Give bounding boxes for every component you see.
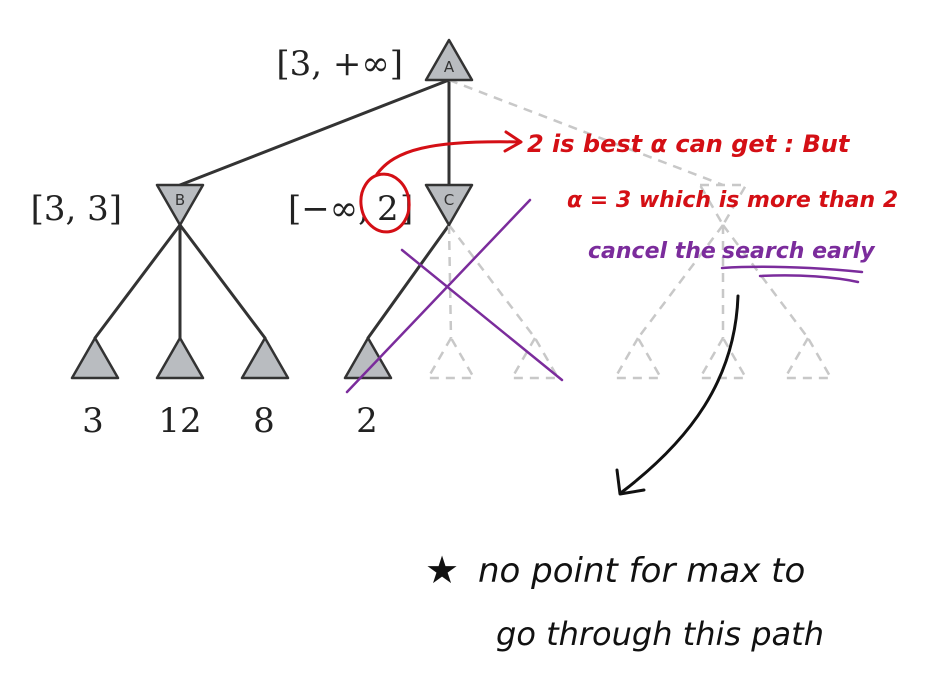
pruned-edge-a-d <box>448 78 724 187</box>
red-note-line2: α = 3 which is more than 2 <box>567 188 898 213</box>
pruned-edge-d-leaf9 <box>722 224 809 339</box>
node-b-label: B <box>175 191 185 209</box>
node-b: B <box>155 183 205 227</box>
red-arrow-curve <box>375 140 522 176</box>
purple-note-underlined: search early <box>722 239 876 264</box>
red-annotation <box>359 130 523 234</box>
edge-b-leaf3 <box>178 223 267 340</box>
explored-edges <box>93 78 451 340</box>
leaf-value-3: 8 <box>253 401 275 441</box>
black-note-line2: go through this path <box>496 615 824 653</box>
purple-slash-1 <box>345 198 532 394</box>
node-a: A <box>424 38 474 82</box>
edge-b-leaf1 <box>93 223 182 340</box>
purple-underline-stroke-1 <box>720 265 864 274</box>
purple-note-prefix: cancel the <box>588 239 716 264</box>
pruned-branches <box>425 78 834 380</box>
leaf-nodes <box>70 336 393 380</box>
node-b-bounds: [3, 3] <box>31 189 122 229</box>
leaf-value-2: 12 <box>158 401 201 441</box>
red-arrow-head <box>503 130 523 153</box>
pruned-leaf-5 <box>425 335 477 380</box>
pruned-edge-d-leaf7 <box>637 224 724 339</box>
leaf-values: 3 12 8 2 <box>82 401 378 441</box>
pruned-leaf-8 <box>697 335 749 380</box>
purple-slash-2 <box>400 248 564 382</box>
node-c-label: C <box>444 191 454 209</box>
black-arrow-curve <box>620 294 740 494</box>
edge-c-leaf4 <box>366 223 451 340</box>
star-icon: ★ <box>425 548 459 592</box>
leaf-triangle-3 <box>240 336 290 380</box>
leaf-triangle-4 <box>343 336 393 380</box>
red-note-line1: 2 is best α can get : But <box>527 130 851 158</box>
pruned-edge-c-leaf5 <box>447 224 453 339</box>
pruned-leaf-9 <box>782 335 834 380</box>
black-note-line1: no point for max to <box>478 551 805 591</box>
node-c: C <box>424 183 474 227</box>
node-a-bounds: [3, +∞] <box>276 44 403 84</box>
purple-underline <box>720 265 864 284</box>
min-node-triangle <box>155 183 205 227</box>
leaf-value-4: 2 <box>356 401 378 441</box>
leaf-triangle-1 <box>70 336 120 380</box>
purple-underline-stroke-2 <box>758 274 860 284</box>
pruned-node-d <box>697 183 749 228</box>
min-node-triangle <box>424 183 474 227</box>
black-arrow-head <box>615 468 646 496</box>
leaf-value-1: 3 <box>82 401 104 441</box>
purple-cross-out <box>345 198 564 394</box>
node-c-bounds-value: 2 <box>377 189 399 229</box>
node-a-label: A <box>444 58 455 76</box>
edge-a-b <box>178 78 451 187</box>
pruned-edge-c-leaf6 <box>448 224 536 339</box>
leaf-triangle-2 <box>155 336 205 380</box>
black-arrow <box>615 294 740 496</box>
pruned-leaf-6 <box>509 335 561 380</box>
max-node-triangle <box>424 38 474 82</box>
pruned-leaf-7 <box>612 335 664 380</box>
red-circle-around-2 <box>359 172 411 234</box>
node-c-bounds-left: [−∞, <box>288 189 369 229</box>
